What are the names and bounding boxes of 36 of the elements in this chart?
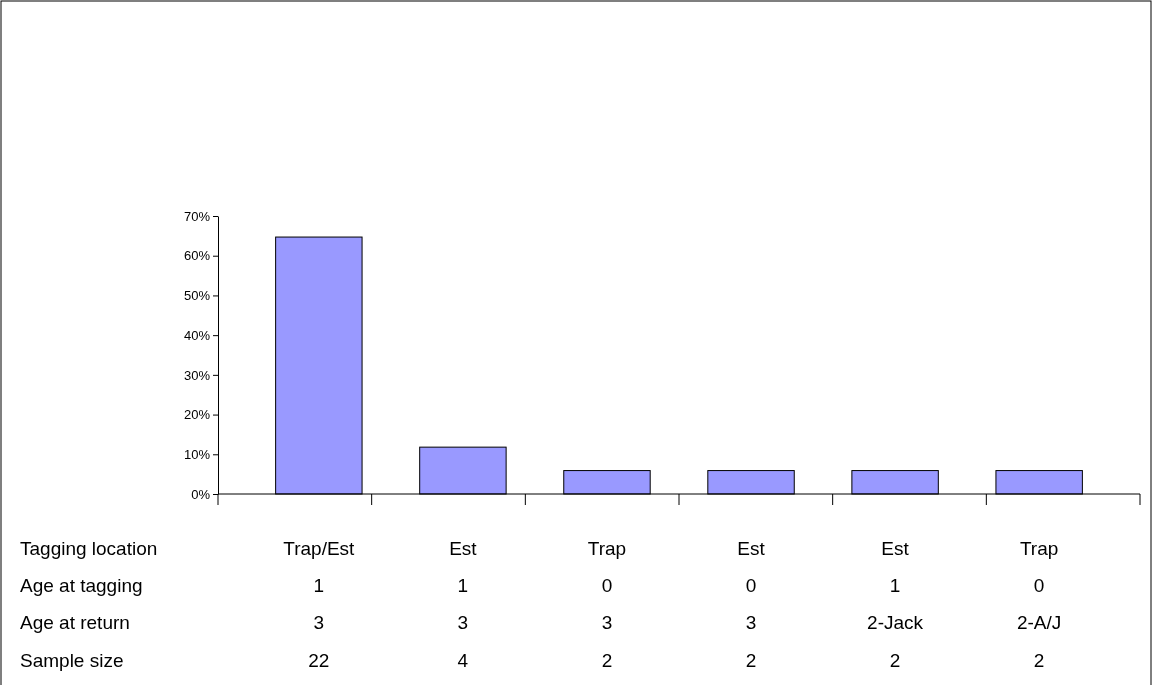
text: 3 [745,611,757,633]
text: 22 [308,649,330,671]
text: 3 [601,611,613,633]
text: 2 [601,649,613,671]
text: Age at tagging [20,574,143,596]
y-tick-label: 60% [183,248,211,264]
y-tick-label: 20% [183,407,211,423]
x-tick-label: Trap [1019,537,1059,559]
x-tick-label: Est [737,537,766,559]
text: 2 [745,649,757,671]
x-tick-label: Trap/Est [283,537,356,559]
text: Age at return [20,611,130,633]
y-tick-label: 70% [183,208,211,224]
x-tick-label: Est [881,537,910,559]
text: 0 [1033,574,1045,596]
text: 2 [889,649,901,671]
x-tick-label: Est [449,537,478,559]
text: 1 [889,574,901,596]
text: 1 [313,574,325,596]
y-tick-label: 40% [183,327,211,343]
text: 2 [1033,649,1045,671]
text: Sample size [20,649,124,671]
y-tick-label: 10% [183,446,211,462]
y-tick-label: 30% [183,367,211,383]
x-tick-label: Trap [587,537,627,559]
text: 3 [457,611,469,633]
y-tick-label: 50% [183,288,211,304]
text: 4 [457,649,469,671]
text: 0 [745,574,757,596]
text: 2-A/J [1016,611,1062,633]
text: 2-Jack [867,611,924,633]
x-axis-title: Tagging location [20,537,158,559]
y-tick-label: 0% [191,486,211,502]
text: 0 [601,574,613,596]
text: 3 [313,611,325,633]
text: 1 [457,574,469,596]
